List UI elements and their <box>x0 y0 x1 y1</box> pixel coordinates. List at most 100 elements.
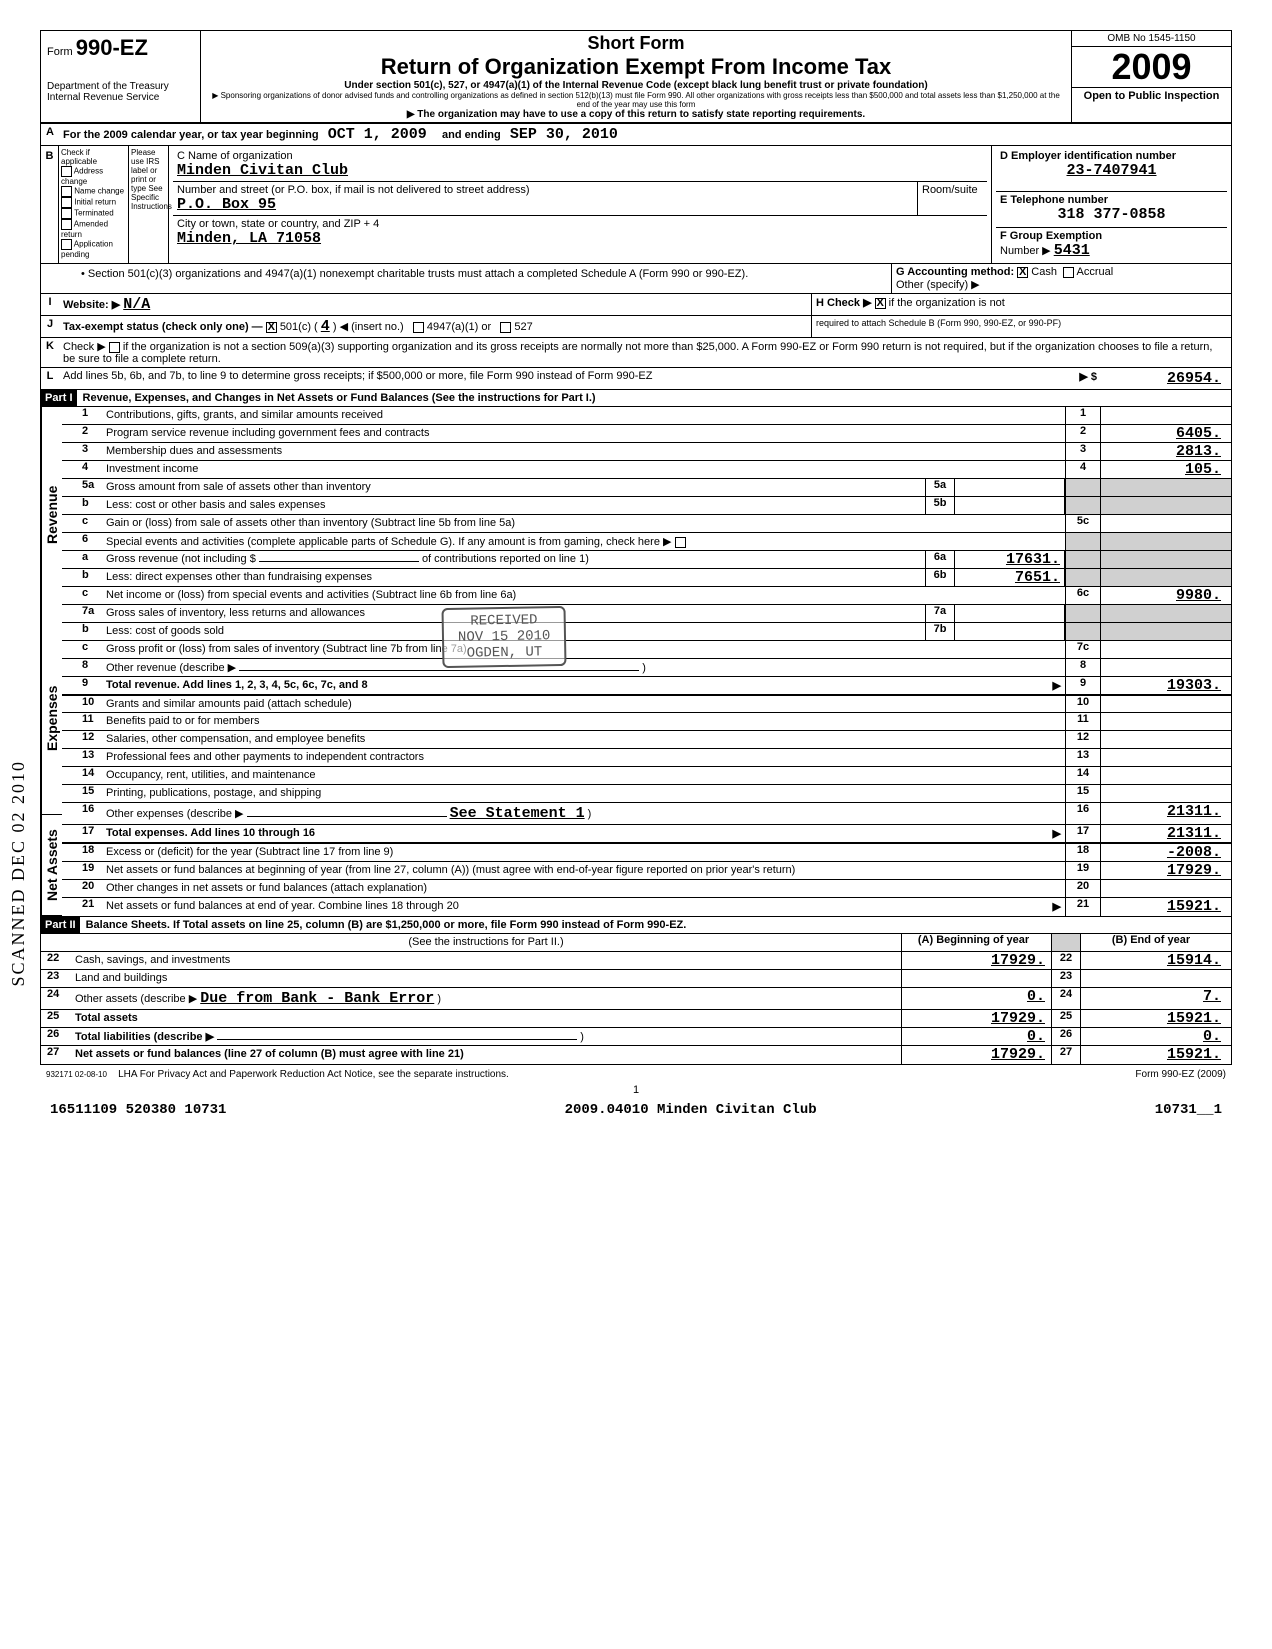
bs-27a: 17929. <box>901 1046 1051 1064</box>
4947-checkbox[interactable] <box>413 322 424 333</box>
part-ii-see: (See the instructions for Part II.) <box>71 934 901 951</box>
stamp-date: NOV 15 2010 <box>458 628 551 646</box>
line-6b-desc: Less: direct expenses other than fundrai… <box>102 569 925 586</box>
bs-24b: 7. <box>1081 988 1231 1009</box>
part-i-title: Revenue, Expenses, and Changes in Net As… <box>77 390 1231 406</box>
line-5c-desc: Gain or (loss) from sale of assets other… <box>102 515 1065 532</box>
irs-label: Internal Revenue Service <box>47 92 194 103</box>
bs-26a: 0. <box>901 1028 1051 1045</box>
street-label: Number and street (or P.O. box, if mail … <box>177 184 913 196</box>
k-check: Check ▶ <box>63 341 106 353</box>
and-ending: and ending <box>442 129 501 141</box>
addr-change-checkbox[interactable] <box>61 166 72 177</box>
part-ii-title: Balance Sheets. If Total assets on line … <box>80 917 1231 933</box>
dept-treasury: Department of the Treasury <box>47 81 194 92</box>
initial-return-checkbox[interactable] <box>61 197 72 208</box>
street-address: P.O. Box 95 <box>177 196 913 213</box>
4947-label: 4947(a)(1) or <box>427 321 491 333</box>
line-5b-desc: Less: cost or other basis and sales expe… <box>102 497 925 514</box>
subtitle-2: ▶ Sponsoring organizations of donor advi… <box>209 91 1063 109</box>
line-a-period: A For the 2009 calendar year, or tax yea… <box>41 124 1231 146</box>
name-change-label: Name change <box>74 187 124 196</box>
terminated-label: Terminated <box>74 209 114 218</box>
bs-24a: 0. <box>901 988 1051 1009</box>
label-l: L <box>41 368 59 389</box>
form-header: Form 990-EZ Department of the Treasury I… <box>41 31 1231 124</box>
bs-24-other: Due from Bank - Bank Error <box>200 990 434 1007</box>
l-value: 26954. <box>1101 368 1231 389</box>
see-statement-1: See Statement 1 <box>450 805 585 822</box>
bs-22-desc: Cash, savings, and investments <box>71 952 901 969</box>
col-b-header: (B) End of year <box>1112 934 1190 946</box>
line-18-desc: Excess or (deficit) for the year (Subtra… <box>102 844 1065 861</box>
check-if-applicable: Check if applicable <box>61 148 126 166</box>
bs-22a: 17929. <box>901 952 1051 969</box>
part-ii-label: Part II <box>41 917 80 933</box>
label-d-ein: D Employer identification number <box>1000 150 1176 162</box>
bs-26-desc: Total liabilities (describe ▶ ) <box>71 1028 901 1045</box>
line-17-val: 21311. <box>1101 825 1231 842</box>
period-text: For the 2009 calendar year, or tax year … <box>63 129 319 141</box>
gaming-checkbox[interactable] <box>675 537 686 548</box>
initial-return-label: Initial return <box>74 198 116 207</box>
room-suite-label: Room/suite <box>917 182 987 215</box>
accrual-checkbox[interactable] <box>1063 267 1074 278</box>
netassets-vert-label: Net Assets <box>41 815 62 916</box>
line-6a-val: 17631. <box>955 551 1065 568</box>
line-1-desc: Contributions, gifts, grants, and simila… <box>102 407 1065 424</box>
city-state-zip: Minden, LA 71058 <box>177 230 983 247</box>
h-checkbox[interactable]: X <box>875 298 886 309</box>
bs-23-desc: Land and buildings <box>71 970 901 987</box>
h-text: if the organization is not <box>889 297 1005 309</box>
city-label: City or town, state or country, and ZIP … <box>177 218 983 230</box>
label-j: J <box>41 316 59 337</box>
accrual-label: Accrual <box>1077 266 1114 278</box>
open-to-public: Open to Public Inspection <box>1072 87 1231 104</box>
stamp-where: OGDEN, UT <box>458 644 551 662</box>
bs-25a: 17929. <box>901 1010 1051 1027</box>
bs-25-desc: Total assets <box>71 1010 901 1027</box>
period-begin: OCT 1, 2009 <box>328 126 427 143</box>
cash-checkbox[interactable]: X <box>1017 267 1028 278</box>
amended-checkbox[interactable] <box>61 219 72 230</box>
bs-22b: 15914. <box>1081 952 1231 969</box>
title-short-form: Short Form <box>209 33 1063 54</box>
app-pending-checkbox[interactable] <box>61 239 72 250</box>
line-15-desc: Printing, publications, postage, and shi… <box>102 785 1065 802</box>
period-end: SEP 30, 2010 <box>510 126 618 143</box>
form-label: Form <box>47 46 73 58</box>
footer-code: 932171 02-08-10 <box>46 1070 107 1079</box>
line-21-desc: Net assets or fund balances at end of ye… <box>102 898 1065 916</box>
h-text2: required to attach Schedule B (Form 990,… <box>811 316 1231 337</box>
expenses-vert-label: Expenses <box>41 622 62 815</box>
line-9-desc: Total revenue. Add lines 1, 2, 3, 4, 5c,… <box>102 677 1065 694</box>
line-4-desc: Investment income <box>102 461 1065 478</box>
bottom-mid: 2009.04010 Minden Civitan Club <box>565 1102 817 1118</box>
label-b: B <box>41 146 59 263</box>
bs-25b: 15921. <box>1081 1010 1231 1027</box>
527-checkbox[interactable] <box>500 322 511 333</box>
k-text2: if the organization is not a section 509… <box>63 341 1212 365</box>
stamp-received: RECEIVED <box>458 612 551 630</box>
name-change-checkbox[interactable] <box>61 186 72 197</box>
label-k: K <box>41 338 59 367</box>
label-g-accounting: G Accounting method: <box>896 266 1014 278</box>
bs-24-desc: Other assets (describe ▶ Due from Bank -… <box>71 988 901 1009</box>
line-4-val: 105. <box>1101 461 1231 478</box>
501c-checkbox[interactable]: X <box>266 322 277 333</box>
line-2-val: 6405. <box>1101 425 1231 442</box>
label-e-phone: E Telephone number <box>1000 194 1108 206</box>
501c-label: 501(c) ( <box>280 321 318 333</box>
subtitle-1: Under section 501(c), 527, or 4947(a)(1)… <box>209 80 1063 91</box>
line-6c-desc: Net income or (loss) from special events… <box>102 587 1065 604</box>
please-print-label: Please use IRS label or print or type Se… <box>129 146 169 263</box>
line-12-desc: Salaries, other compensation, and employ… <box>102 731 1065 748</box>
label-i: I <box>41 294 59 315</box>
scanned-side-text: SCANNED DEC 02 2010 <box>8 760 29 987</box>
terminated-checkbox[interactable] <box>61 208 72 219</box>
line-2-desc: Program service revenue including govern… <box>102 425 1065 442</box>
bottom-left: 16511109 520380 10731 <box>50 1102 226 1118</box>
k-checkbox[interactable] <box>109 342 120 353</box>
line-3-val: 2813. <box>1101 443 1231 460</box>
bs-27-desc: Net assets or fund balances (line 27 of … <box>71 1046 901 1064</box>
